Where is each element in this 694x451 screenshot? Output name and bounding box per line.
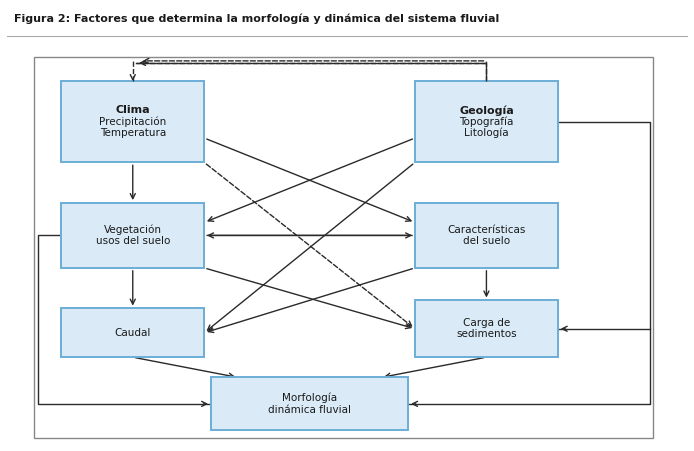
Text: Caudal: Caudal: [115, 328, 151, 338]
Text: Figura 2: Factores que determina la morfología y dinámica del sistema fluvial: Figura 2: Factores que determina la morf…: [14, 14, 499, 24]
FancyBboxPatch shape: [61, 81, 204, 162]
FancyBboxPatch shape: [415, 81, 558, 162]
Text: Vegetación: Vegetación: [104, 225, 162, 235]
Text: Clima: Clima: [115, 106, 150, 115]
FancyBboxPatch shape: [415, 203, 558, 268]
FancyBboxPatch shape: [61, 203, 204, 268]
Text: Características: Características: [447, 225, 525, 235]
Text: Morfología: Morfología: [282, 393, 337, 404]
Text: sedimentos: sedimentos: [456, 330, 517, 340]
FancyBboxPatch shape: [415, 300, 558, 357]
Text: Geología: Geología: [459, 105, 514, 115]
Text: Litología: Litología: [464, 128, 509, 138]
Text: Carga de: Carga de: [463, 318, 510, 328]
Text: Temperatura: Temperatura: [100, 128, 166, 138]
Text: Topografía: Topografía: [459, 116, 514, 127]
Text: Precipitación: Precipitación: [99, 116, 167, 127]
FancyBboxPatch shape: [211, 377, 408, 430]
Text: dinámica fluvial: dinámica fluvial: [268, 405, 351, 414]
Text: usos del suelo: usos del suelo: [96, 236, 170, 246]
FancyBboxPatch shape: [61, 308, 204, 357]
Text: del suelo: del suelo: [463, 236, 510, 246]
